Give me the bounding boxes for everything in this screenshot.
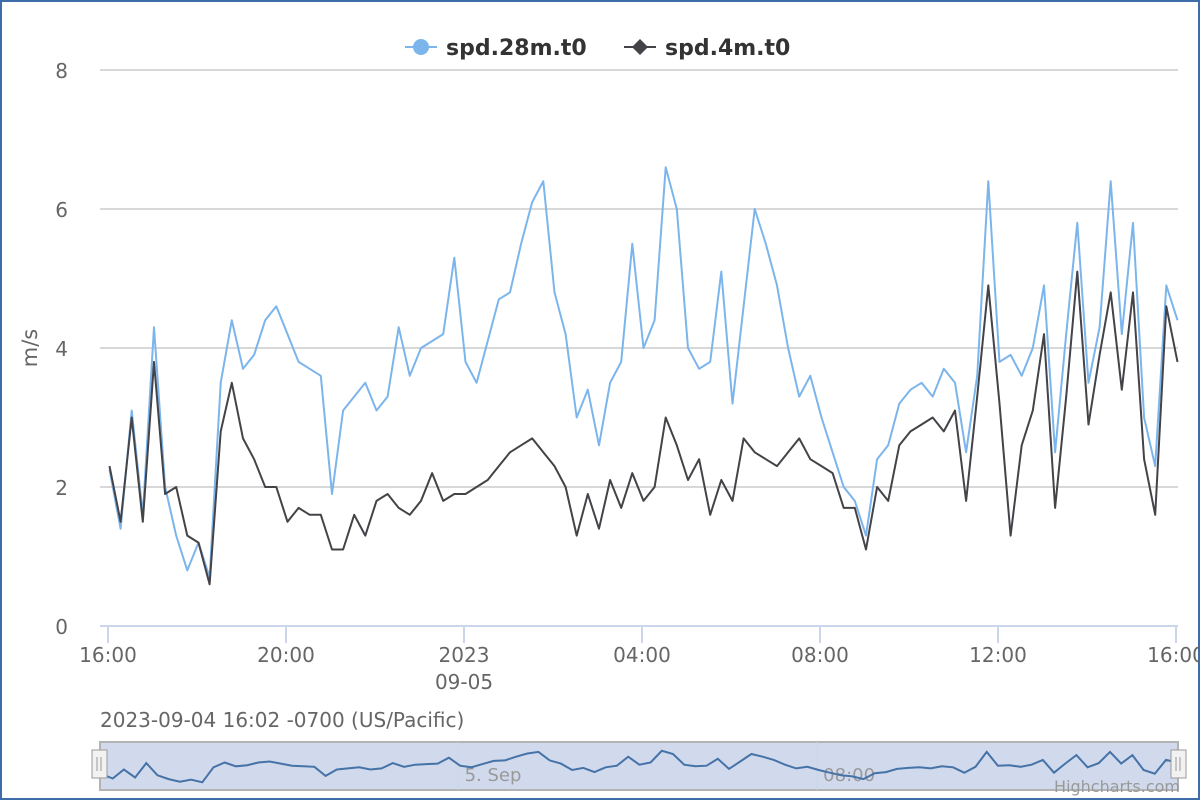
x-tick-label: 16:00: [1147, 643, 1200, 667]
x-tick-label: 12:00: [969, 643, 1027, 667]
x-tick-label: 08:00: [791, 643, 849, 667]
navigator-label: 5. Sep: [465, 765, 522, 786]
x-tick-label: 16:00: [79, 643, 137, 667]
legend-item-spd.4m.t0[interactable]: spd.4m.t0: [624, 36, 790, 61]
right-handle-icon[interactable]: [1170, 749, 1187, 779]
y-axis-title: m/s: [18, 329, 42, 367]
legend-label: spd.28m.t0: [446, 36, 587, 61]
credits-link[interactable]: Highcharts.com: [1054, 777, 1180, 796]
y-tick-label: 8: [55, 59, 68, 83]
legend-item-spd.28m.t0[interactable]: spd.28m.t0: [405, 36, 587, 61]
y-tick-label: 4: [55, 337, 68, 361]
x-tick-label: 20:00: [257, 643, 315, 667]
y-tick-label: 6: [55, 198, 68, 222]
diamond-marker-icon: [632, 39, 648, 55]
navigator-left-handle[interactable]: [91, 749, 108, 779]
x-tick-sublabel: 09-05: [435, 670, 493, 694]
navigator[interactable]: 5. Sep 08:00: [91, 741, 1187, 791]
range-label: 2023-09-04 16:02 -0700 (US/Pacific): [100, 708, 464, 732]
navigator-series: [101, 749, 1178, 784]
circle-marker-icon: [413, 39, 429, 55]
x-axis-labels: 16:00 20:00 2023 09-05 04:00 08:00 12:00 16:00: [79, 626, 1200, 694]
y-tick-label: 2: [55, 476, 68, 500]
y-gridlines: [100, 69, 1178, 488]
y-tick-label: 0: [55, 615, 68, 639]
series-line-spd.28m.t0: [108, 166, 1179, 579]
legend-label: spd.4m.t0: [665, 36, 790, 61]
series-lines: [108, 166, 1179, 586]
y-axis-labels: 0 2 4 6 8: [55, 59, 68, 639]
x-tick-label: 2023: [439, 643, 490, 667]
x-tick-label: 04:00: [613, 643, 671, 667]
navigator-right-handle[interactable]: [1170, 749, 1187, 779]
legend: spd.28m.t0 spd.4m.t0: [405, 36, 790, 61]
series-line-spd.4m.t0: [108, 270, 1179, 586]
left-handle-icon[interactable]: [91, 749, 108, 779]
